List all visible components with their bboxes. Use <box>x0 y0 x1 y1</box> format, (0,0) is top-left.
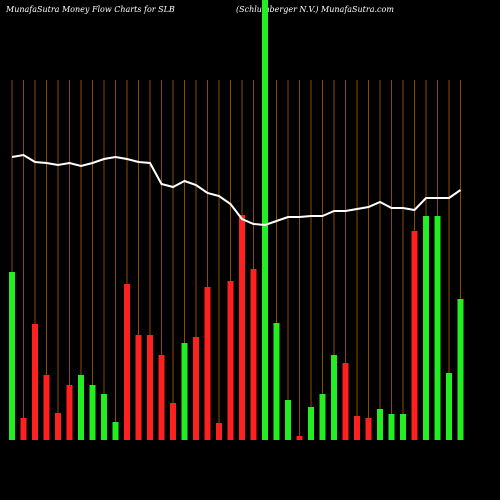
bar <box>124 284 130 440</box>
chart-title: MunafaSutra Money Flow Charts for SLB <box>5 5 175 14</box>
bar <box>365 418 372 440</box>
bar <box>296 436 303 440</box>
price-line <box>11 153 462 227</box>
bar <box>285 400 291 440</box>
bar <box>354 416 360 440</box>
bar <box>273 323 280 440</box>
bar <box>239 215 245 440</box>
bar <box>20 418 27 440</box>
chart-subtitle: (Schlumberger N.V.) MunafaSutra.com <box>236 5 394 14</box>
bar <box>66 385 73 440</box>
bar <box>457 299 464 440</box>
bar <box>181 343 188 440</box>
bar <box>43 375 50 440</box>
bar <box>9 272 15 440</box>
bar <box>434 216 441 440</box>
bar <box>331 355 337 440</box>
bar <box>101 394 107 440</box>
bar <box>377 409 383 440</box>
bar <box>216 423 222 440</box>
bar <box>262 0 268 440</box>
bar <box>411 231 418 440</box>
bar <box>250 269 257 440</box>
bar <box>170 403 176 440</box>
bar <box>78 375 84 440</box>
bar <box>193 337 199 440</box>
bar <box>319 394 326 440</box>
bar <box>446 373 452 440</box>
bar <box>112 422 119 440</box>
bar <box>227 281 234 440</box>
bar <box>55 413 61 440</box>
bar <box>204 287 211 440</box>
bar <box>308 407 314 440</box>
bar <box>89 385 96 440</box>
bar <box>147 335 153 440</box>
bar <box>135 335 142 440</box>
bar <box>400 414 406 440</box>
bar <box>32 324 38 440</box>
bar <box>423 216 429 440</box>
bar <box>388 414 395 440</box>
bar <box>342 363 349 440</box>
bar <box>158 355 165 440</box>
